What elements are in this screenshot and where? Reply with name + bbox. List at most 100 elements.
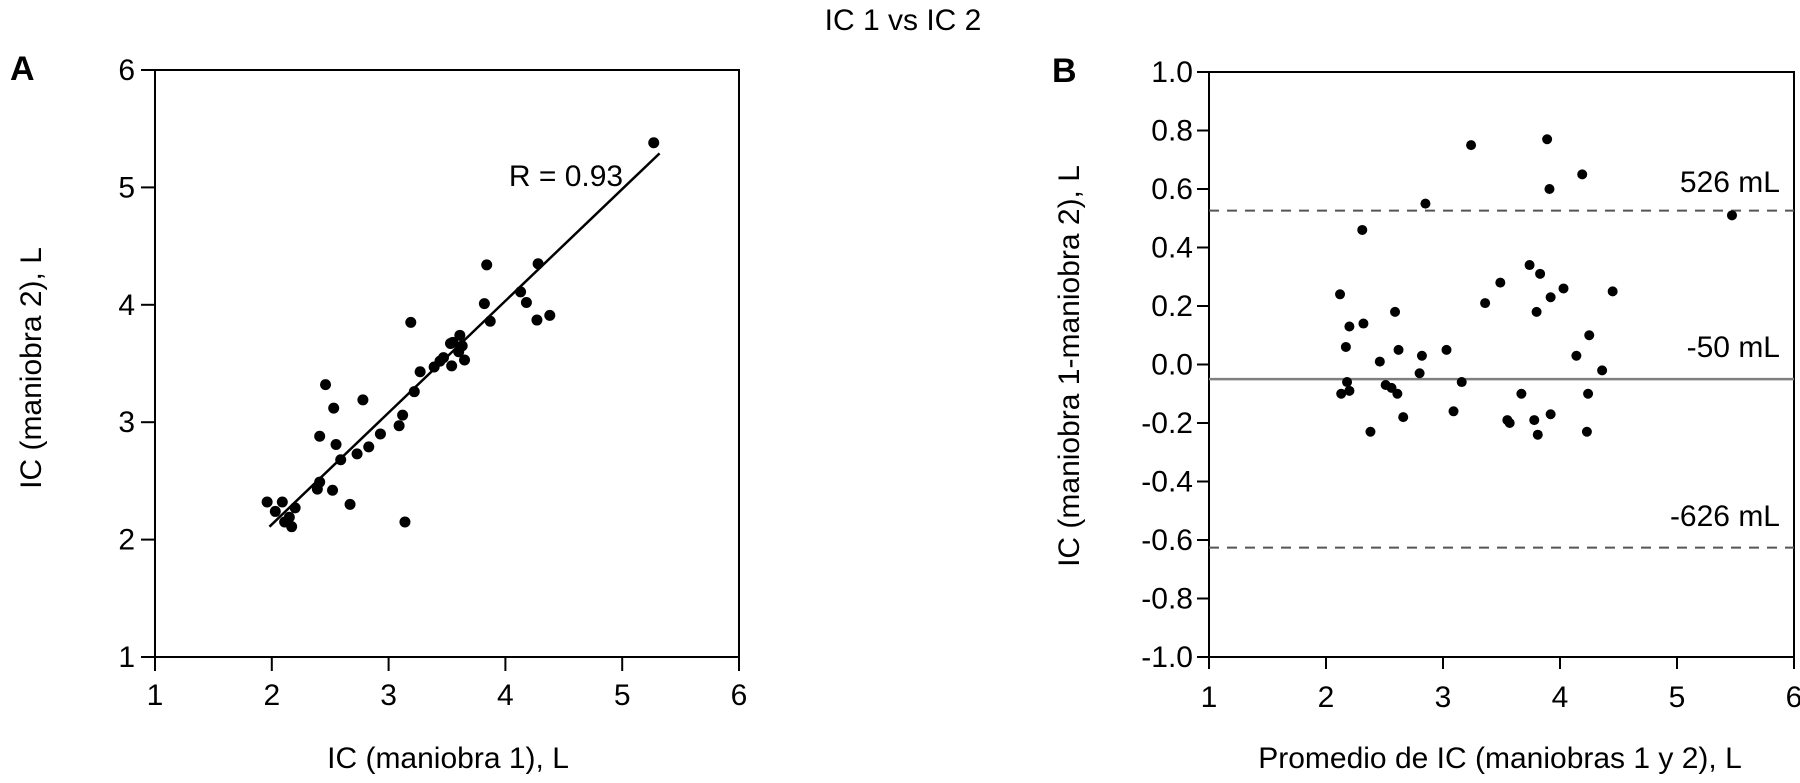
data-point <box>276 496 288 508</box>
data-point <box>283 511 295 523</box>
data-point <box>1524 260 1535 271</box>
x-tick-label: 6 <box>1786 681 1800 714</box>
x-tick-label: 1 <box>147 679 164 712</box>
data-point <box>1416 350 1427 361</box>
data-point <box>531 314 543 326</box>
panel-a-letter: A <box>10 50 35 88</box>
x-tick-label: 4 <box>497 679 514 712</box>
y-tick-label: -0.6 <box>1141 524 1193 557</box>
x-tick-label: 2 <box>1318 681 1335 714</box>
data-point <box>289 502 301 514</box>
data-point <box>648 137 660 149</box>
data-point <box>1535 268 1546 279</box>
y-tick-label: 0.0 <box>1151 349 1193 382</box>
data-point <box>1504 418 1515 428</box>
data-point <box>1480 298 1491 309</box>
data-point <box>1357 224 1368 235</box>
panel-a-x-axis-label: IC (maniobra 1), L <box>327 742 569 775</box>
y-tick-label: 3 <box>118 406 135 439</box>
x-tick-label: 3 <box>380 679 397 712</box>
correlation-annotation: R = 0.93 <box>508 160 624 193</box>
x-ticks: 1 2 3 4 5 6 <box>147 657 748 712</box>
panel-b-y-axis-label: IC (maniobra 1-maniobra 2), L <box>1053 165 1086 567</box>
data-point <box>1441 344 1452 355</box>
data-point <box>1529 415 1540 426</box>
y-tick-label: 0.6 <box>1151 173 1193 206</box>
data-point <box>459 354 471 366</box>
data-point <box>1545 292 1556 303</box>
upper-limit-label: 526 mL <box>1679 166 1780 199</box>
mean-difference-label: -50 mL <box>1686 331 1780 364</box>
data-point <box>320 379 332 391</box>
x-tick-label: 6 <box>731 679 748 712</box>
data-point <box>351 448 363 460</box>
data-point <box>447 336 459 348</box>
y-tick-label: 2 <box>118 524 135 557</box>
data-point <box>1414 368 1425 379</box>
data-point <box>437 352 449 364</box>
data-point <box>1340 341 1351 352</box>
data-point <box>393 420 405 432</box>
panel-b-x-axis-label: Promedio de IC (maniobras 1 y 2), L <box>1258 742 1742 775</box>
data-point <box>1571 350 1582 361</box>
data-points <box>1335 134 1737 440</box>
data-point <box>1597 365 1608 376</box>
data-point <box>269 505 281 517</box>
data-point <box>515 286 527 298</box>
data-point <box>1532 429 1543 440</box>
data-point <box>532 258 544 270</box>
data-point <box>286 521 298 533</box>
plot-frame <box>154 69 740 658</box>
x-tick-label: 3 <box>1435 681 1452 714</box>
data-point <box>454 329 466 341</box>
data-point <box>1577 169 1588 180</box>
y-tick-label: -0.2 <box>1141 407 1193 440</box>
panel-a: 1 2 3 4 5 6 1 2 3 4 5 6 <box>118 54 747 712</box>
data-points <box>261 137 660 533</box>
data-point <box>1456 377 1467 388</box>
data-point <box>328 402 340 414</box>
data-point <box>314 476 326 488</box>
x-tick-label: 5 <box>1669 681 1686 714</box>
data-point <box>1365 426 1376 437</box>
data-point <box>1583 388 1594 399</box>
data-point <box>1358 318 1369 329</box>
y-tick-label: 1 <box>118 641 135 674</box>
x-tick-label: 1 <box>1201 681 1218 714</box>
data-point <box>520 296 532 308</box>
data-point <box>1581 426 1592 437</box>
data-point <box>397 409 409 421</box>
x-ticks: 1 2 3 4 5 6 <box>1201 657 1800 714</box>
y-tick-label: -0.4 <box>1141 466 1193 499</box>
data-point <box>414 366 426 378</box>
data-point <box>405 316 417 328</box>
data-point <box>1542 134 1553 145</box>
data-point <box>363 441 375 453</box>
y-tick-label: 5 <box>118 171 135 204</box>
y-tick-label: -0.8 <box>1141 583 1193 616</box>
y-ticks: 1 2 3 4 5 6 <box>118 54 155 674</box>
data-point <box>1448 406 1459 417</box>
panel-b: 1 2 3 4 5 6 1.0 0.8 0.6 0.4 0.2 0.0 -0.2 -0.4 -0.6 -0.8… <box>1141 56 1800 714</box>
data-point <box>1336 388 1347 399</box>
data-point <box>1726 210 1737 221</box>
data-point <box>335 454 347 466</box>
data-point <box>374 428 386 440</box>
data-point <box>1545 409 1556 420</box>
data-point <box>1342 377 1353 388</box>
data-point <box>327 484 339 496</box>
data-point <box>1607 286 1618 297</box>
data-point <box>1516 388 1527 399</box>
y-tick-label: 6 <box>118 54 135 87</box>
data-point <box>1393 344 1404 355</box>
data-point <box>1392 388 1403 399</box>
data-point <box>1584 330 1595 341</box>
regression-line <box>268 152 661 528</box>
data-point <box>1531 306 1542 317</box>
data-point <box>399 516 411 528</box>
data-point <box>330 439 342 451</box>
data-point <box>1544 184 1555 194</box>
data-point <box>344 498 356 510</box>
